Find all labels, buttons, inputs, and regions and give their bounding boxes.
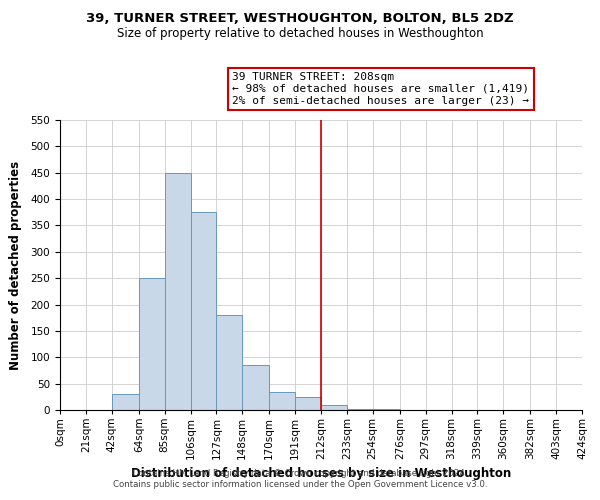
Bar: [112, 394, 139, 410]
Text: 39 TURNER STREET: 208sqm
← 98% of detached houses are smaller (1,419)
2% of semi: 39 TURNER STREET: 208sqm ← 98% of detach…: [232, 72, 529, 106]
X-axis label: Distribution of detached houses by size in Westhoughton: Distribution of detached houses by size …: [131, 468, 511, 480]
Bar: [347, 409, 373, 410]
Bar: [217, 315, 242, 410]
Text: Contains public sector information licensed under the Open Government Licence v3: Contains public sector information licen…: [113, 480, 487, 489]
Bar: [242, 365, 269, 410]
Bar: [139, 278, 164, 410]
Text: Contains HM Land Registry data © Crown copyright and database right 2024.: Contains HM Land Registry data © Crown c…: [132, 468, 468, 477]
Bar: [191, 212, 217, 410]
Text: 39, TURNER STREET, WESTHOUGHTON, BOLTON, BL5 2DZ: 39, TURNER STREET, WESTHOUGHTON, BOLTON,…: [86, 12, 514, 26]
Text: Size of property relative to detached houses in Westhoughton: Size of property relative to detached ho…: [116, 28, 484, 40]
Bar: [321, 404, 347, 410]
Bar: [164, 172, 191, 410]
Bar: [295, 397, 321, 410]
Bar: [269, 392, 295, 410]
Y-axis label: Number of detached properties: Number of detached properties: [9, 160, 22, 370]
